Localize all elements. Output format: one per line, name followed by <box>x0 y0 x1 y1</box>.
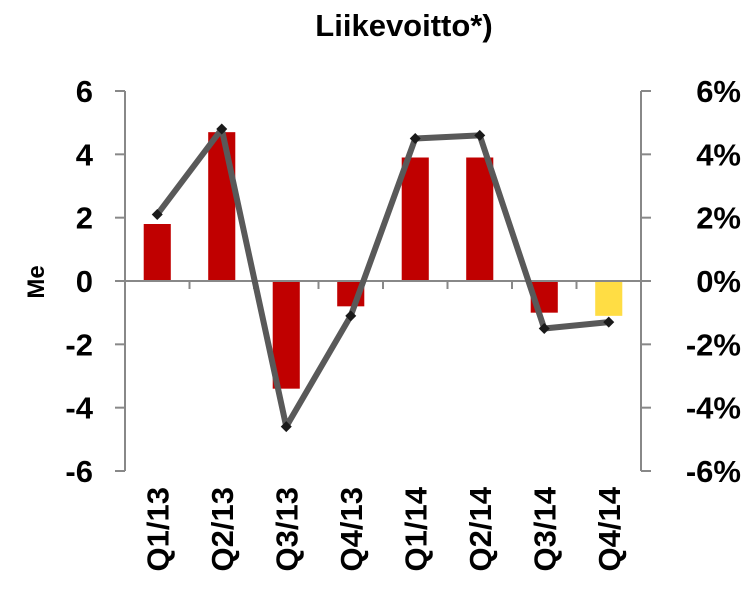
x-tick-label: Q2/13 <box>205 487 240 571</box>
line-point-q2-13 <box>216 123 228 135</box>
bar-q2-14 <box>466 157 494 281</box>
x-tick-label: Q1/13 <box>140 487 175 571</box>
y-tick-label: 2 <box>76 201 93 236</box>
x-tick-label: Q4/14 <box>592 486 627 571</box>
y2-tick-label: 0% <box>696 264 741 299</box>
x-tick-label: Q4/13 <box>334 487 369 571</box>
bar-q3-13 <box>272 281 300 389</box>
y-tick-label: 6 <box>76 74 93 109</box>
line-point-q3-13 <box>280 421 292 433</box>
line-point-q1-14 <box>409 133 421 144</box>
y-tick-label: -6 <box>65 454 93 489</box>
y-tick-label: 0 <box>76 264 93 299</box>
line-point-q2-14 <box>474 129 486 141</box>
y2-tick-label: -6% <box>686 454 741 489</box>
margin-line <box>154 126 610 430</box>
y2-tick-label: 6% <box>696 74 741 109</box>
x-tick-label: Q3/13 <box>269 487 304 571</box>
bar-q1-14 <box>401 157 429 281</box>
line-point-q4-14 <box>603 316 615 328</box>
x-tick-label: Q3/14 <box>527 486 562 571</box>
y2-tick-label: 4% <box>696 137 741 172</box>
bar-series <box>143 132 623 389</box>
line-point-q1-13 <box>151 209 163 220</box>
y-tick-label: 4 <box>76 137 94 172</box>
tick-labels: 6 4 2 0 -2 -4 -6 6% 4% 2% 0% -2% -4% -6% Q1/13 Q2/13 Q3/… <box>65 74 741 571</box>
bar-q2-13 <box>208 132 236 281</box>
bar-q1-13 <box>143 224 171 281</box>
line-point-q4-13 <box>345 310 357 322</box>
y2-tick-label: -2% <box>686 327 741 362</box>
line-series <box>151 123 615 433</box>
bar-q4-14 <box>595 281 623 316</box>
y2-tick-label: 2% <box>696 201 741 236</box>
line-point-q3-14 <box>538 323 550 334</box>
chart-title: Liikevoitto*) <box>315 8 492 43</box>
y-axis-title: Me <box>23 265 50 298</box>
x-tick-label: Q2/14 <box>463 486 498 571</box>
y-tick-label: -2 <box>65 327 93 362</box>
y-tick-label: -4 <box>65 391 93 426</box>
x-tick-label: Q1/14 <box>398 486 433 571</box>
y2-tick-label: -4% <box>686 391 741 426</box>
